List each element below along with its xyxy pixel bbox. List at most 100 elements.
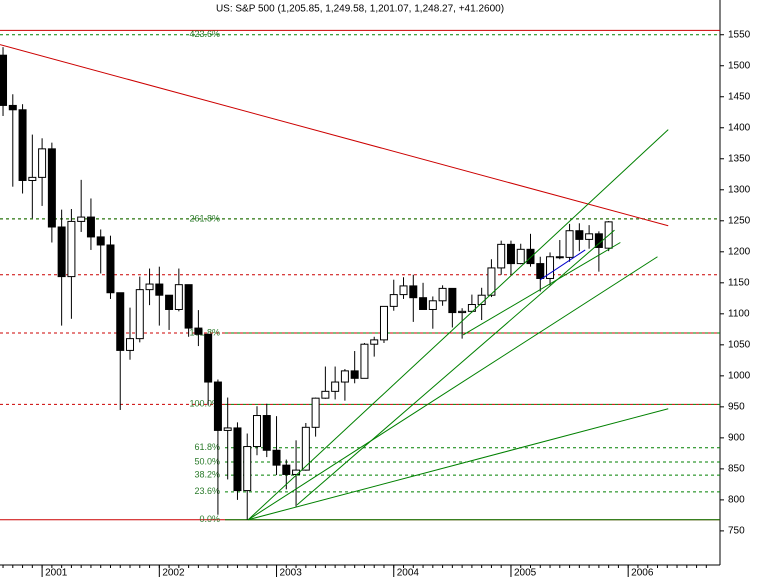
candle-body [174,284,183,310]
candle-body [223,427,232,431]
y-tick-label: 1100 [728,308,750,319]
candle-body [389,294,398,307]
y-tick-label: 1250 [728,215,751,226]
candle-body [252,415,261,448]
trend-line [247,256,658,521]
x-tick-label: 2002 [162,568,185,577]
candle-body [350,370,359,379]
fib-label: 50.0% [194,456,220,466]
fib-label: 61.8% [194,442,220,452]
y-tick-label: 800 [728,495,745,506]
candle-body [419,297,428,310]
candle-body [379,305,388,341]
candle-body [555,256,564,259]
candle-body [0,54,8,106]
y-tick-label: 950 [728,401,745,412]
fib-label: 23.6% [194,486,220,496]
candle-body [57,226,66,278]
x-tick-label: 2004 [397,568,420,577]
candle-body [28,176,37,181]
fib-label: 261.8% [189,213,220,223]
candle-body [526,248,535,265]
candle-body [86,216,95,238]
candle-body [213,381,222,431]
candle-body [204,333,213,383]
y-tick-label: 1150 [728,277,750,288]
candle-body [155,283,164,296]
y-tick-label: 1200 [728,246,751,257]
candle-body [428,300,437,310]
candle-body [575,230,584,240]
candle-body [47,148,56,228]
trend-line [0,44,669,227]
candle-body [262,415,271,451]
trend-line [247,129,669,521]
candle-body [135,289,144,340]
candle-body [399,285,408,296]
candle-body [409,285,418,299]
candle-body [340,370,349,383]
candle-body [301,426,310,471]
y-tick-label: 750 [728,526,745,537]
trend-line [296,229,615,506]
candle-body [145,283,154,291]
candle-body [126,338,135,351]
y-tick-label: 1300 [728,184,751,195]
candle-body [8,104,17,111]
candle-body [282,464,291,475]
fib-label: 100.0% [189,399,220,409]
fib-label: 423.6% [189,29,220,39]
candle-body [321,390,330,399]
candle-body [77,216,86,222]
candle-body [536,263,545,279]
y-tick-label: 1450 [728,91,751,102]
candle-body [67,220,76,278]
candle-body [184,284,193,329]
fib-label: 161.8% [189,327,220,337]
candle-body [243,446,252,492]
candle-body [292,469,301,475]
candle-body [18,109,27,181]
x-tick-label: 2005 [514,568,537,577]
candle-body [116,292,125,351]
candle-body [487,267,496,296]
candle-body [272,449,281,466]
x-tick-label: 2006 [631,568,654,577]
candle-body [458,310,467,314]
y-tick-label: 900 [728,433,745,444]
y-tick-label: 1350 [728,153,751,164]
candle-body [585,233,594,240]
trend-line [462,242,621,336]
x-tick-label: 2001 [45,568,68,577]
candle-body [448,287,457,314]
candle-body [438,287,447,302]
y-tick-label: 1050 [728,339,751,350]
x-tick-label: 2003 [280,568,303,577]
candle-body [233,427,242,492]
y-tick-label: 1400 [728,122,751,133]
trend-line [248,408,669,521]
candle-body [165,294,174,310]
candle-body [565,230,574,258]
candle-body [311,397,320,428]
fib-label: 0.0% [199,514,220,524]
candle-body [194,327,203,335]
candle-body [546,256,555,279]
fib-label: 38.2% [194,469,220,479]
y-tick-label: 1000 [728,370,751,381]
y-tick-label: 1550 [728,29,751,40]
candle-body [360,343,369,379]
candle-body [506,243,515,265]
chart-title: US: S&P 500 (1,205.85, 1,249.58, 1,201.0… [216,4,504,15]
candle-body [370,339,379,345]
y-tick-label: 1500 [728,60,751,71]
candle-body [96,236,105,246]
candle-body [516,248,525,265]
candle-body [106,244,115,294]
trend-line [539,249,586,281]
y-tick-label: 850 [728,464,745,475]
candle-body [497,243,506,269]
